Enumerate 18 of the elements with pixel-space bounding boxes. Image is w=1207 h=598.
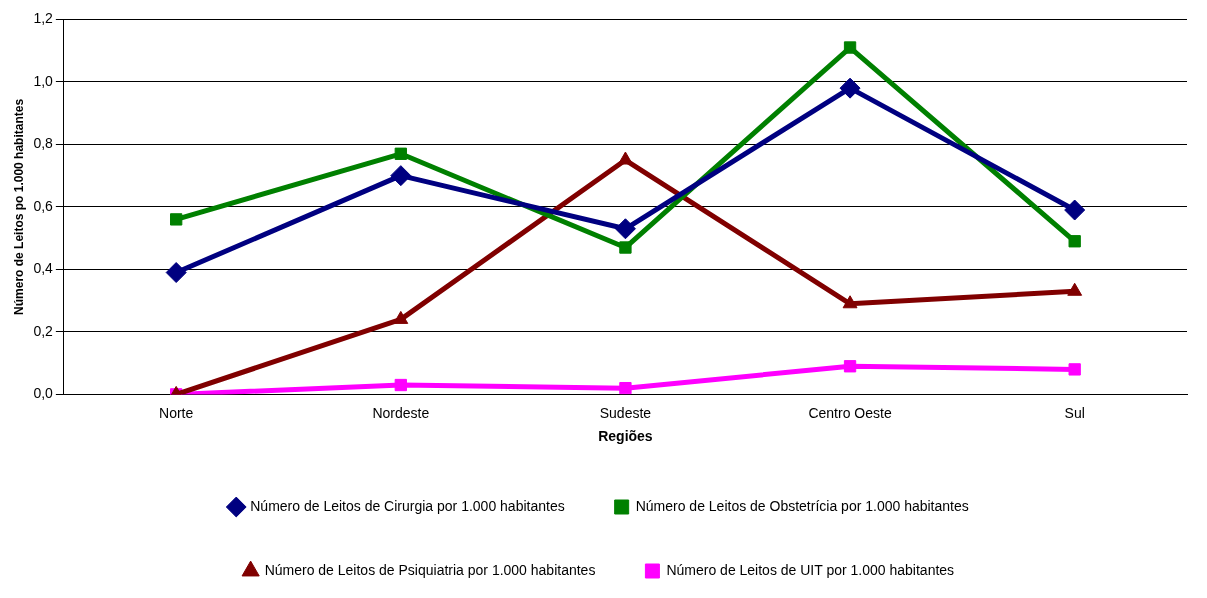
x-tick-label: Sudeste [599, 404, 652, 421]
legend-label: Número de Leitos de Cirurgia por 1.000 habitantes [250, 497, 565, 514]
x-tick-label: Sul [1064, 404, 1085, 421]
y-axis-title: Número de Leitos po 1.000 habitantes [11, 98, 26, 315]
y-tick-label: 0,0 [33, 385, 54, 402]
y-tick-label: 1,0 [33, 72, 54, 89]
y-tick-label: 0,2 [33, 322, 54, 339]
y-tick-label: 1,2 [33, 10, 54, 27]
y-tick-label: 0,4 [33, 260, 54, 277]
x-tick-label: Norte [159, 404, 194, 421]
x-axis-title: Regiões [598, 428, 653, 445]
y-tick-label: 0,6 [33, 197, 54, 214]
x-tick-label: Nordeste [372, 404, 430, 421]
legend-label: Número de Leitos de Psiquiatria por 1.000 habitantes [264, 561, 596, 578]
legend-label: Número de Leitos de UIT por 1.000 habitantes [666, 561, 955, 578]
y-tick-label: 0,8 [33, 135, 54, 152]
x-tick-label: Centro Oeste [808, 404, 892, 421]
legend-label: Número de Leitos de Obstetrícia por 1.000 habitantes [635, 497, 969, 514]
